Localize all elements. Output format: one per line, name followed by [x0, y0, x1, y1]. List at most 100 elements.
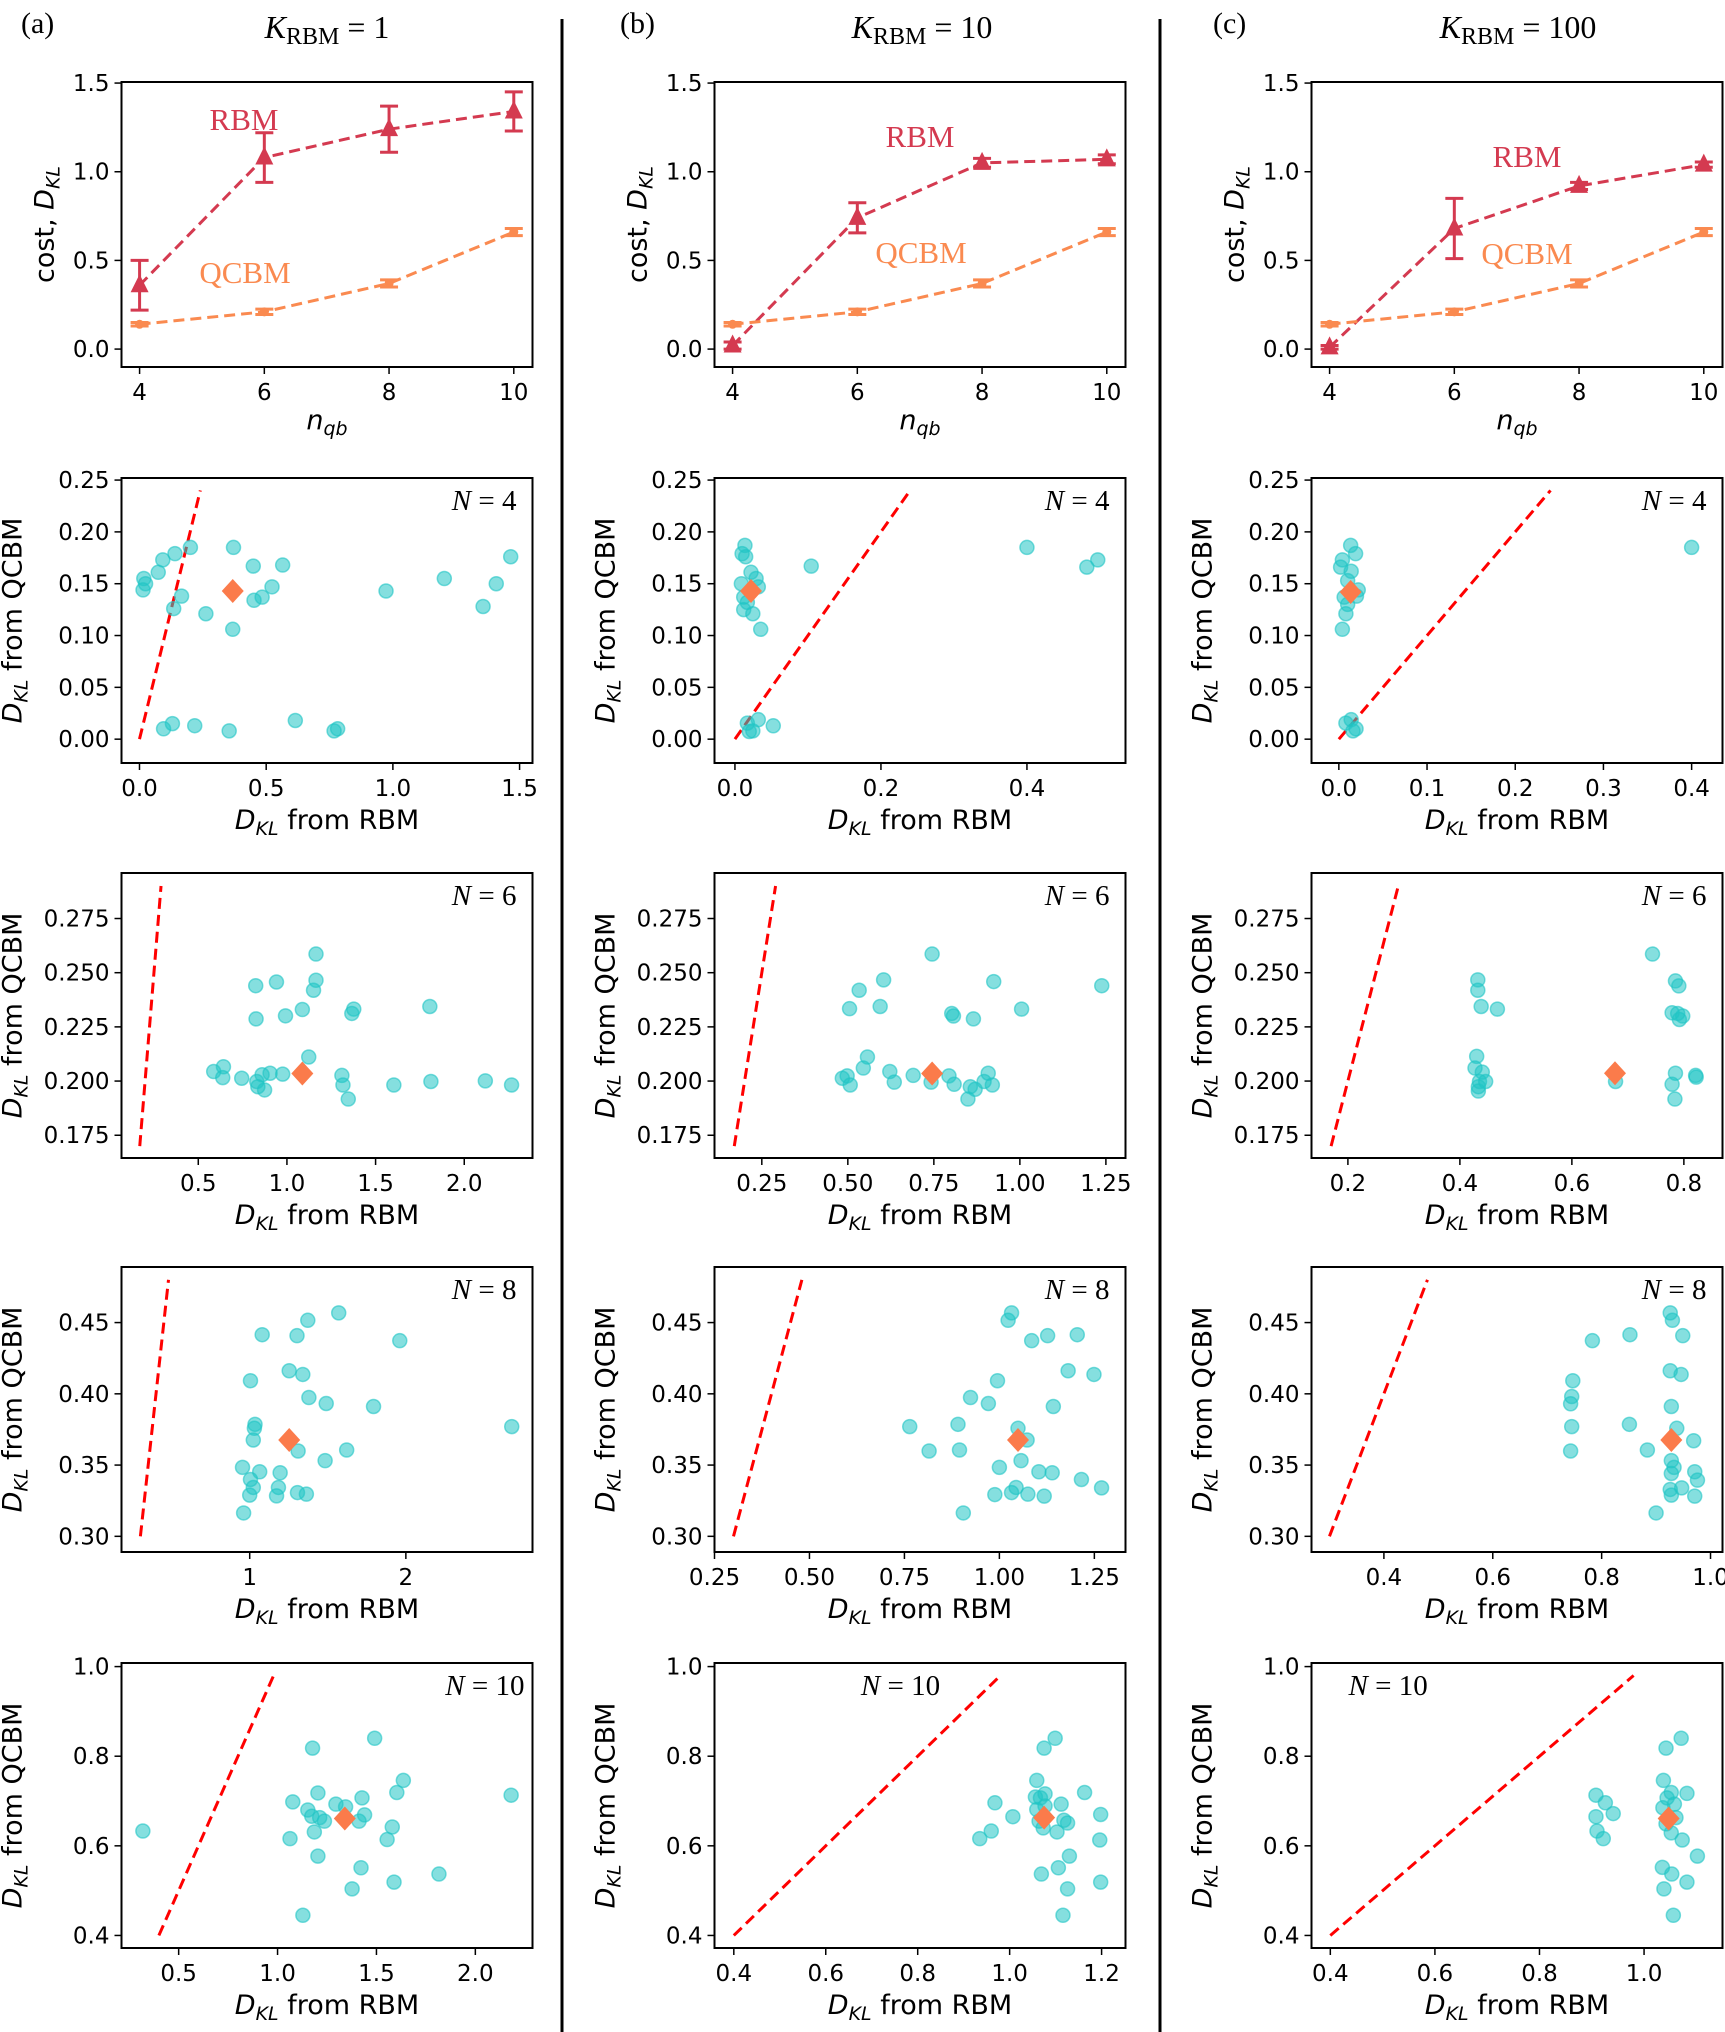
scatter-point [285, 1794, 301, 1810]
scatter-point [1562, 1443, 1579, 1459]
scatter-point [475, 598, 491, 615]
scatter-point [389, 1784, 405, 1801]
column-title: KRBM = 100 [1439, 9, 1597, 50]
scatter-point [1686, 1488, 1703, 1504]
y-tick-label: 0.225 [1234, 1015, 1300, 1041]
scatter-point [1688, 1069, 1704, 1085]
x-tick-label: 0.5 [248, 776, 285, 802]
scatter-point [392, 1332, 408, 1349]
scatter-point [167, 545, 183, 562]
series-line-qcbm [139, 230, 515, 326]
scatter-point [1473, 998, 1489, 1015]
x-tick-label: 1 [242, 1565, 257, 1591]
scatter-point [186, 717, 203, 734]
scatter-point [842, 1077, 858, 1093]
scatter-point [488, 575, 505, 592]
dkl-scatter-plot: 0.2 0.4 0.6 0.8 0.175 0.200 0.225 0.250 0.275 DKL… [1188, 872, 1724, 1235]
qcbm-dot-marker [1325, 319, 1335, 329]
scatter-point [256, 1082, 273, 1098]
scatter-point [1656, 1881, 1672, 1897]
scatter-point [1597, 1795, 1614, 1811]
x-tick-label: 1.0 [1626, 1961, 1663, 1987]
scatter-point [955, 1505, 972, 1521]
dkl-scatter-plot: 0.4 0.6 0.8 1.0 0.30 0.35 0.40 0.45 DKL from RBM… [1188, 1266, 1725, 1629]
x-tick-label: 6 [1447, 380, 1462, 406]
scatter-point [1334, 621, 1351, 638]
scatter-point [984, 1077, 1001, 1093]
x-axis-label: DKL from RBM [1425, 805, 1609, 840]
scatter-point [298, 1486, 315, 1502]
x-axis-label: DKL from RBM [1425, 1594, 1609, 1629]
scatter-point [1655, 1772, 1672, 1789]
scatter-point [1595, 1830, 1612, 1847]
y-tick-label: 0.225 [44, 1015, 110, 1041]
scatter-point [872, 998, 888, 1015]
x-tick-label: 2.0 [446, 1171, 483, 1197]
scatter-point [1050, 1860, 1067, 1876]
scatter-point [803, 558, 819, 574]
x-axis-label: nqb [899, 405, 940, 440]
scatter-point [1622, 1326, 1638, 1343]
scatter-point [1338, 606, 1354, 622]
rbm-triangle-marker [1320, 336, 1339, 355]
scatter-point [987, 1486, 1003, 1503]
scatter-point [1073, 1471, 1090, 1488]
scatter-point [1664, 1866, 1680, 1882]
y-tick-label: 0.45 [1248, 1311, 1299, 1337]
scatter-point [1029, 1772, 1045, 1789]
x-tick-label: 10 [1092, 380, 1121, 406]
dkl-scatter-plot: 0.0 0.5 1.0 1.5 0.00 0.05 0.10 0.15 0.20 0.25 DKL … [0, 468, 538, 840]
scatter-point [356, 1807, 373, 1823]
scatter-point [1648, 1505, 1664, 1521]
dkl-scatter-plot: 0.25 0.50 0.75 1.00 1.25 0.175 0.200 0.225 0.250… [591, 872, 1131, 1235]
x-tick-label: 0.0 [121, 776, 158, 802]
y-axis-label: DKL from QCBM [591, 913, 626, 1119]
y-tick-label: 0.15 [651, 572, 702, 598]
scatter-point [305, 982, 322, 999]
x-tick-label: 0.2 [1330, 1171, 1367, 1197]
axes-frame [120, 872, 534, 1159]
y-tick-label: 0.5 [73, 248, 110, 274]
y-tick-label: 0.4 [73, 1923, 110, 1949]
scatter-point [198, 606, 214, 622]
x-tick-label: 8 [975, 380, 990, 406]
scatter-point [1689, 1848, 1706, 1864]
y-tick-label: 0.25 [651, 468, 702, 494]
scatter-point [1673, 1730, 1689, 1747]
plot-area [732, 1279, 1110, 1537]
scatter-point [1094, 977, 1110, 994]
x-tick-label: 0.5 [160, 1961, 197, 1987]
y-tick-label: 1.0 [73, 160, 110, 186]
scatter-point [901, 1418, 918, 1435]
axes-frame [1310, 1662, 1724, 1949]
y-tick-label: 0.10 [1248, 624, 1299, 650]
y-tick-label: 0.25 [58, 468, 109, 494]
plot-area [1329, 885, 1704, 1147]
y-tick-label: 0.4 [1263, 1923, 1300, 1949]
scatter-point [338, 1442, 355, 1458]
plot-area [130, 90, 523, 329]
scatter-point [1023, 1332, 1040, 1349]
scatter-point [330, 1305, 347, 1321]
dkl-scatter-plot: 0.4 0.6 0.8 1.0 1.2 0.4 0.6 0.8 1.0 DKL from RBM D… [591, 1655, 1127, 2025]
rbm-triangle-marker [380, 118, 399, 137]
y-tick-label: 0.20 [58, 520, 109, 546]
scatter-point [1036, 1740, 1052, 1756]
qcbm-dot-marker [384, 278, 394, 288]
y-tick-label: 0.6 [73, 1834, 110, 1860]
scatter-point [234, 1459, 251, 1476]
x-tick-label: 1.0 [375, 776, 412, 802]
axes-frame [713, 872, 1127, 1159]
scatter-point [741, 723, 757, 740]
x-axis-label: DKL from RBM [235, 1990, 419, 2025]
y-tick-label: 0.0 [1263, 337, 1300, 363]
n-annotation: N = 4 [451, 485, 517, 517]
scatter-point [277, 1008, 294, 1024]
scatter-point [1092, 1806, 1109, 1823]
scatter-point [1049, 1824, 1065, 1840]
scatter-point [306, 1824, 323, 1840]
scatter-point [1031, 1464, 1047, 1480]
y-axis-label: cost, DKL [1220, 166, 1255, 283]
scatter-point [1079, 559, 1095, 575]
scatter-point [254, 1326, 270, 1343]
